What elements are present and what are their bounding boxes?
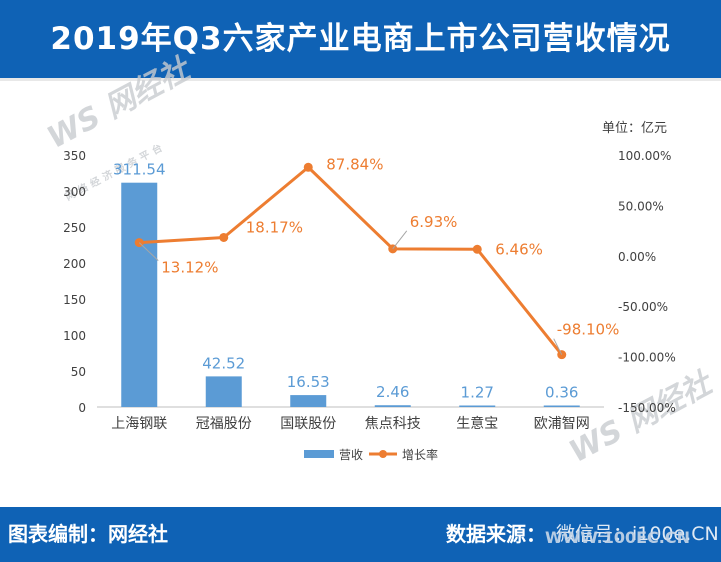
unit-label: 单位：亿元 — [602, 121, 667, 136]
footer-source-label: 数据来源： — [446, 522, 546, 546]
legend-line-label: 增长率 — [402, 447, 438, 462]
growth-label-leader — [392, 230, 408, 250]
legend-line-marker — [379, 450, 387, 458]
growth-value-label: 18.17% — [246, 218, 303, 236]
growth-value-label: -98.10% — [557, 321, 620, 339]
legend-bar-label: 营收 — [339, 448, 363, 462]
y-right-tick-label: 100.00% — [618, 149, 671, 163]
x-tick-label: 生意宝 — [456, 415, 498, 432]
growth-line — [139, 165, 563, 356]
bar-value-label: 16.53 — [287, 373, 330, 391]
bar-生意宝 — [459, 405, 496, 407]
y-left-tick-label: 150 — [63, 293, 86, 307]
watermark-url: WWW.100EC.CN — [545, 528, 690, 547]
bar-国联股份 — [290, 395, 327, 407]
growth-value-label: 6.46% — [495, 240, 543, 258]
growth-value-label: 13.12% — [161, 259, 218, 277]
y-left-tick-label: 200 — [63, 257, 86, 271]
y-left-tick-label: 350 — [63, 149, 86, 163]
y-left-tick-label: 300 — [63, 185, 86, 199]
growth-label-leader — [553, 338, 563, 355]
y-right-tick-label: -150.00% — [618, 401, 676, 415]
bar-欧浦智网 — [543, 405, 580, 407]
y-right-tick-label: 0.00% — [618, 250, 656, 264]
footer-credit: 图表编制：网经社 — [8, 522, 168, 546]
footer-banner: 图表编制：网经社 数据来源： 微信号：i100e.CN — [0, 507, 721, 562]
chart-title: 2019年Q3六家产业电商上市公司营收情况 — [50, 21, 671, 57]
footer-wechat: 微信号：i100e.CN — [556, 523, 719, 545]
bar-冠福股份 — [205, 376, 242, 407]
bar-上海钢联 — [121, 182, 158, 407]
y-right-tick-label: 50.00% — [618, 199, 664, 213]
x-tick-label: 焦点科技 — [365, 416, 421, 432]
banner-divider — [0, 78, 721, 81]
x-tick-label: 上海钢联 — [111, 416, 167, 432]
growth-label-leader — [138, 242, 159, 261]
y-right-tick-label: -50.00% — [618, 300, 668, 314]
bar-value-label: 311.54 — [113, 161, 166, 179]
growth-point-生意宝 — [472, 244, 482, 254]
growth-point-冠福股份 — [219, 232, 229, 242]
bar-焦点科技 — [374, 405, 411, 407]
growth-value-label: 6.93% — [410, 213, 458, 231]
y-left-tick-label: 0 — [78, 401, 86, 415]
x-tick-label: 国联股份 — [280, 416, 336, 432]
y-left-tick-label: 250 — [63, 221, 86, 235]
legend-bar-swatch — [304, 450, 334, 458]
growth-point-国联股份 — [303, 162, 313, 172]
x-tick-label: 冠福股份 — [196, 416, 252, 432]
growth-value-label: 87.84% — [326, 155, 383, 173]
bar-value-label: 2.46 — [376, 383, 409, 401]
title-banner — [0, 0, 721, 78]
bar-value-label: 1.27 — [461, 384, 494, 402]
bar-value-label: 42.52 — [202, 354, 245, 372]
bar-value-label: 0.36 — [545, 384, 578, 402]
x-tick-label: 欧浦智网 — [534, 416, 590, 432]
y-left-tick-label: 50 — [71, 365, 86, 379]
y-right-tick-label: -100.00% — [618, 351, 676, 365]
y-left-tick-label: 100 — [63, 329, 86, 343]
